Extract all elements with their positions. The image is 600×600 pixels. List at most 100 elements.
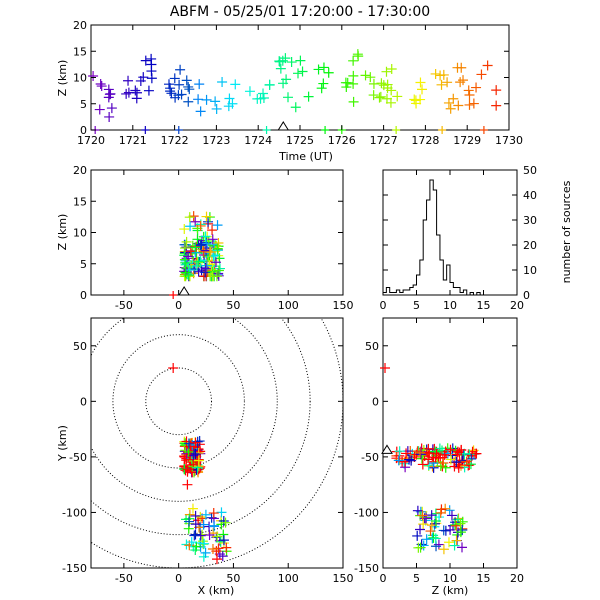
- z-histogram-ylabel: number of sources: [560, 180, 573, 283]
- time-height-source: [303, 91, 314, 102]
- x-y-source: [187, 503, 198, 514]
- x-z-source: [184, 265, 195, 276]
- z-histogram-marks: [382, 179, 484, 296]
- x-y-source: [183, 438, 194, 449]
- time-height-source: [166, 88, 177, 99]
- x-y-source: [182, 464, 193, 475]
- x-z-source: [191, 260, 202, 271]
- time-height-source: [286, 57, 297, 68]
- x-z-source: [195, 240, 206, 251]
- y-tick-label: 5: [80, 98, 87, 111]
- z-y-source: [455, 518, 466, 529]
- time-height-ground-source: [438, 126, 447, 134]
- z-y-source: [452, 446, 463, 457]
- x-y-source: [209, 521, 220, 532]
- time-height-source: [392, 91, 403, 102]
- z-y-source: [451, 457, 462, 468]
- time-height-source: [348, 55, 359, 66]
- z-y-source: [437, 445, 448, 456]
- z-y-ticks: 0 5 10 15 20 -150 -100 -50 0 50: [354, 318, 524, 585]
- time-height-source: [323, 67, 334, 78]
- x-tick-label: 0: [175, 299, 182, 312]
- x-y-source: [218, 515, 229, 526]
- x-z-source: [193, 256, 204, 267]
- time-height-ground-source: [479, 126, 488, 134]
- z-y-source: [465, 459, 476, 470]
- z-y-source: [417, 510, 428, 521]
- z-y-source: [394, 446, 405, 457]
- time-height-source: [181, 75, 192, 86]
- time-height-source: [104, 111, 115, 122]
- time-height-ground-source: [262, 126, 271, 134]
- time-height-source: [348, 96, 359, 107]
- time-height-source: [313, 64, 324, 75]
- x-z-source: [212, 243, 223, 254]
- figure-title: ABFM - 05/25/01 17:20:00 - 17:30:00: [170, 4, 430, 20]
- x-z-source: [207, 234, 218, 245]
- x-tick-label: -50: [115, 572, 133, 585]
- z-y-source: [430, 446, 441, 457]
- time-height-source: [417, 84, 428, 95]
- time-height-source: [94, 104, 105, 115]
- x-tick-label: -50: [115, 299, 133, 312]
- time-height-source: [175, 64, 186, 75]
- time-height-source: [281, 74, 292, 85]
- time-height-ground-source: [174, 126, 183, 134]
- x-tick-label: 50: [226, 299, 240, 312]
- x-tick-label: 1727: [370, 134, 398, 147]
- z-y-source: [445, 444, 456, 455]
- x-z-source: [180, 267, 191, 278]
- time-height-source: [464, 99, 475, 110]
- time-height-source: [443, 97, 454, 108]
- z-y-source: [417, 459, 428, 470]
- time-height-source: [415, 94, 426, 105]
- y-tick-label: 0: [523, 289, 530, 302]
- time-height-source: [283, 92, 294, 103]
- x-y-source: [190, 545, 201, 556]
- time-height-source: [455, 77, 466, 88]
- x-tick-label: 100: [278, 299, 299, 312]
- z-y-source: [457, 525, 468, 536]
- time-height-source: [430, 68, 441, 79]
- x-y-source: [181, 436, 192, 447]
- z-y-source: [415, 524, 426, 535]
- x-tick-label: 1724: [244, 134, 272, 147]
- time-height-source: [183, 81, 194, 92]
- x-z-source: [195, 220, 206, 231]
- time-height-source: [201, 94, 212, 105]
- x-z-source: [196, 239, 207, 250]
- x-y-source: [220, 517, 231, 528]
- x-y-range-rings: [91, 318, 343, 568]
- z-y-source: [453, 462, 464, 473]
- time-height-source: [123, 75, 134, 86]
- time-height-source: [194, 79, 205, 90]
- time-height-source: [88, 70, 99, 81]
- x-tick-label: 20: [510, 299, 524, 312]
- x-tick-label: 10: [443, 572, 457, 585]
- y-tick-label: 0: [80, 124, 87, 137]
- time-height-source: [106, 103, 117, 114]
- z-y-source: [415, 447, 426, 458]
- time-height-source: [130, 85, 141, 96]
- time-height-ylabel: Z (km): [56, 60, 69, 97]
- y-tick-label: 15: [73, 195, 87, 208]
- x-y-source: [168, 363, 179, 373]
- x-z-source: [213, 237, 224, 248]
- z-y-source: [393, 455, 404, 466]
- time-height-source: [275, 63, 286, 74]
- z-y-source: [457, 542, 468, 553]
- time-height-source: [491, 85, 502, 96]
- time-height-source: [255, 93, 266, 104]
- z-y-source: [425, 526, 436, 537]
- time-height-source: [227, 98, 238, 109]
- z-y-source: [426, 520, 437, 531]
- time-height-source: [340, 77, 351, 88]
- z-y-source: [451, 535, 462, 546]
- time-height-source: [143, 85, 154, 96]
- x-tick-label: 1722: [161, 134, 189, 147]
- y-tick-label: -100: [354, 506, 379, 519]
- x-y-source: [206, 512, 217, 523]
- y-tick-label: 15: [73, 45, 87, 58]
- x-tick-label: 5: [413, 572, 420, 585]
- x-y-source: [208, 508, 219, 519]
